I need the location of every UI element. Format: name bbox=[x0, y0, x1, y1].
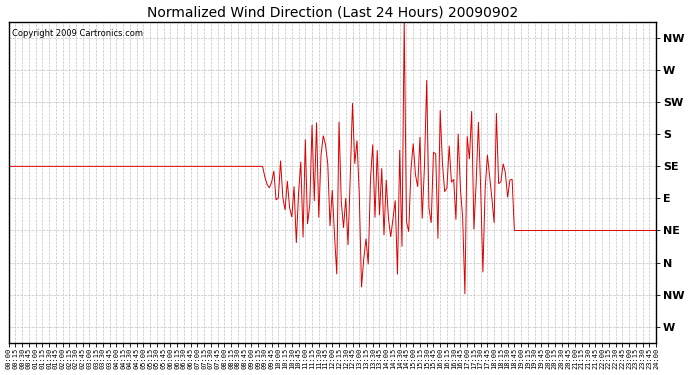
Title: Normalized Wind Direction (Last 24 Hours) 20090902: Normalized Wind Direction (Last 24 Hours… bbox=[147, 6, 518, 20]
Text: Copyright 2009 Cartronics.com: Copyright 2009 Cartronics.com bbox=[12, 28, 143, 38]
